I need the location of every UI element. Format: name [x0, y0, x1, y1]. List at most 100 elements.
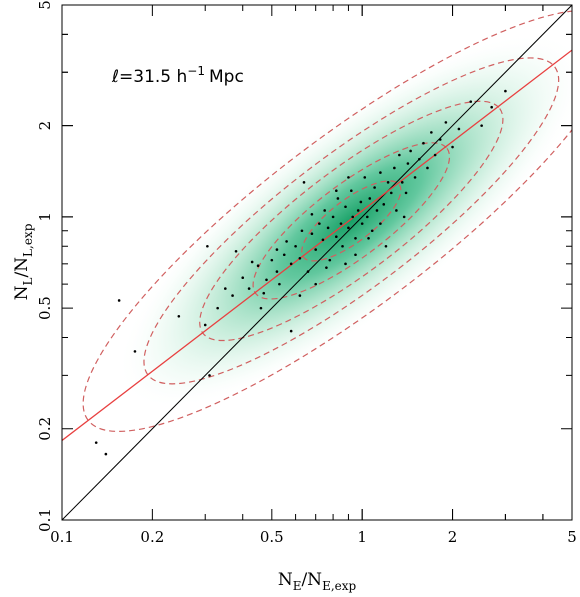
data-point	[413, 176, 417, 179]
x-tick-labels: 0.1 0.2 0.5 1 2 5	[50, 528, 577, 546]
data-point	[241, 276, 245, 280]
data-point	[395, 209, 398, 212]
data-point	[422, 141, 425, 145]
data-point	[339, 222, 343, 225]
data-point	[289, 329, 293, 333]
data-point	[363, 176, 367, 179]
data-point	[262, 291, 266, 295]
data-point	[314, 248, 317, 251]
data-point	[451, 145, 454, 149]
data-point	[344, 205, 347, 209]
data-point	[490, 105, 493, 109]
data-point	[270, 258, 274, 262]
data-point	[444, 121, 448, 124]
data-point	[224, 287, 227, 290]
data-point	[318, 222, 321, 225]
data-point	[328, 258, 332, 262]
data-point	[231, 294, 234, 297]
y-tick-label: 0.5	[36, 296, 54, 320]
data-point	[438, 138, 442, 141]
data-point	[117, 299, 121, 302]
data-point	[314, 282, 317, 286]
data-point	[247, 287, 251, 290]
data-point	[404, 191, 408, 195]
data-point	[379, 222, 382, 225]
data-point	[430, 131, 433, 134]
data-point	[354, 253, 357, 257]
data-point	[336, 197, 340, 200]
data-point	[457, 127, 461, 131]
data-point	[275, 270, 279, 273]
data-point	[418, 157, 421, 161]
data-point	[326, 226, 330, 230]
data-point	[203, 323, 207, 327]
data-point	[325, 266, 328, 269]
data-point	[354, 236, 357, 240]
data-point	[302, 181, 306, 184]
data-point	[310, 232, 314, 236]
identity-line	[62, 5, 572, 520]
y-tick-label: 5	[36, 0, 54, 10]
x-tick-label: 0.5	[260, 528, 284, 546]
data-point	[370, 229, 374, 233]
data-point	[347, 226, 350, 230]
data-point	[360, 222, 364, 225]
y-tick-label: 0.1	[36, 508, 54, 532]
data-point	[359, 200, 363, 204]
data-point	[365, 215, 369, 219]
data-point	[259, 306, 263, 310]
data-point	[375, 209, 379, 212]
x-tick-label: 1	[357, 528, 367, 546]
data-point	[133, 350, 137, 353]
data-point	[393, 166, 396, 170]
data-point	[331, 215, 335, 219]
data-point	[256, 264, 260, 268]
data-point	[285, 240, 288, 243]
x-axis-label: NE/NE,exp	[278, 570, 357, 593]
data-point	[469, 100, 473, 103]
y-tick-labels: 0.1 0.2 0.5 1 2 5	[36, 0, 54, 532]
data-point	[409, 149, 412, 153]
data-point	[400, 181, 404, 184]
scale-annotation: ℓ=31.5 h−1 Mpc	[111, 64, 244, 87]
data-point	[294, 244, 297, 248]
data-point	[335, 235, 338, 239]
data-point	[310, 212, 314, 216]
y-axis-label: NL/NL,exp	[12, 223, 35, 300]
data-point	[306, 270, 310, 273]
data-point	[406, 162, 410, 165]
data-point	[351, 215, 355, 219]
plot-frame	[61, 4, 573, 521]
data-point	[234, 249, 238, 253]
y-tick-label: 1	[36, 212, 54, 222]
data-point	[94, 441, 98, 444]
data-point	[298, 294, 302, 297]
contour-1	[301, 180, 402, 262]
data-point	[389, 191, 393, 195]
x-tick-label: 2	[448, 528, 458, 546]
data-point	[398, 153, 401, 157]
data-point	[278, 282, 281, 286]
data-point	[379, 171, 382, 174]
data-point	[382, 203, 386, 206]
data-point	[368, 197, 372, 200]
x-tick-label: 0.2	[140, 528, 164, 546]
y-tick-label: 2	[36, 121, 54, 131]
x-tick-label: 0.1	[50, 528, 74, 546]
data-point	[350, 189, 353, 192]
data-point	[265, 278, 268, 282]
fit-line	[62, 49, 572, 441]
data-point	[373, 186, 376, 189]
data-point	[282, 253, 286, 257]
data-point	[426, 166, 429, 170]
data-point	[289, 262, 293, 266]
data-point	[344, 262, 347, 266]
data-point	[323, 209, 326, 212]
data-point	[504, 89, 507, 93]
data-point	[177, 314, 181, 318]
data-point	[321, 238, 325, 242]
x-tick-label: 5	[567, 528, 577, 546]
data-point	[341, 244, 344, 248]
density-map	[116, 32, 572, 409]
